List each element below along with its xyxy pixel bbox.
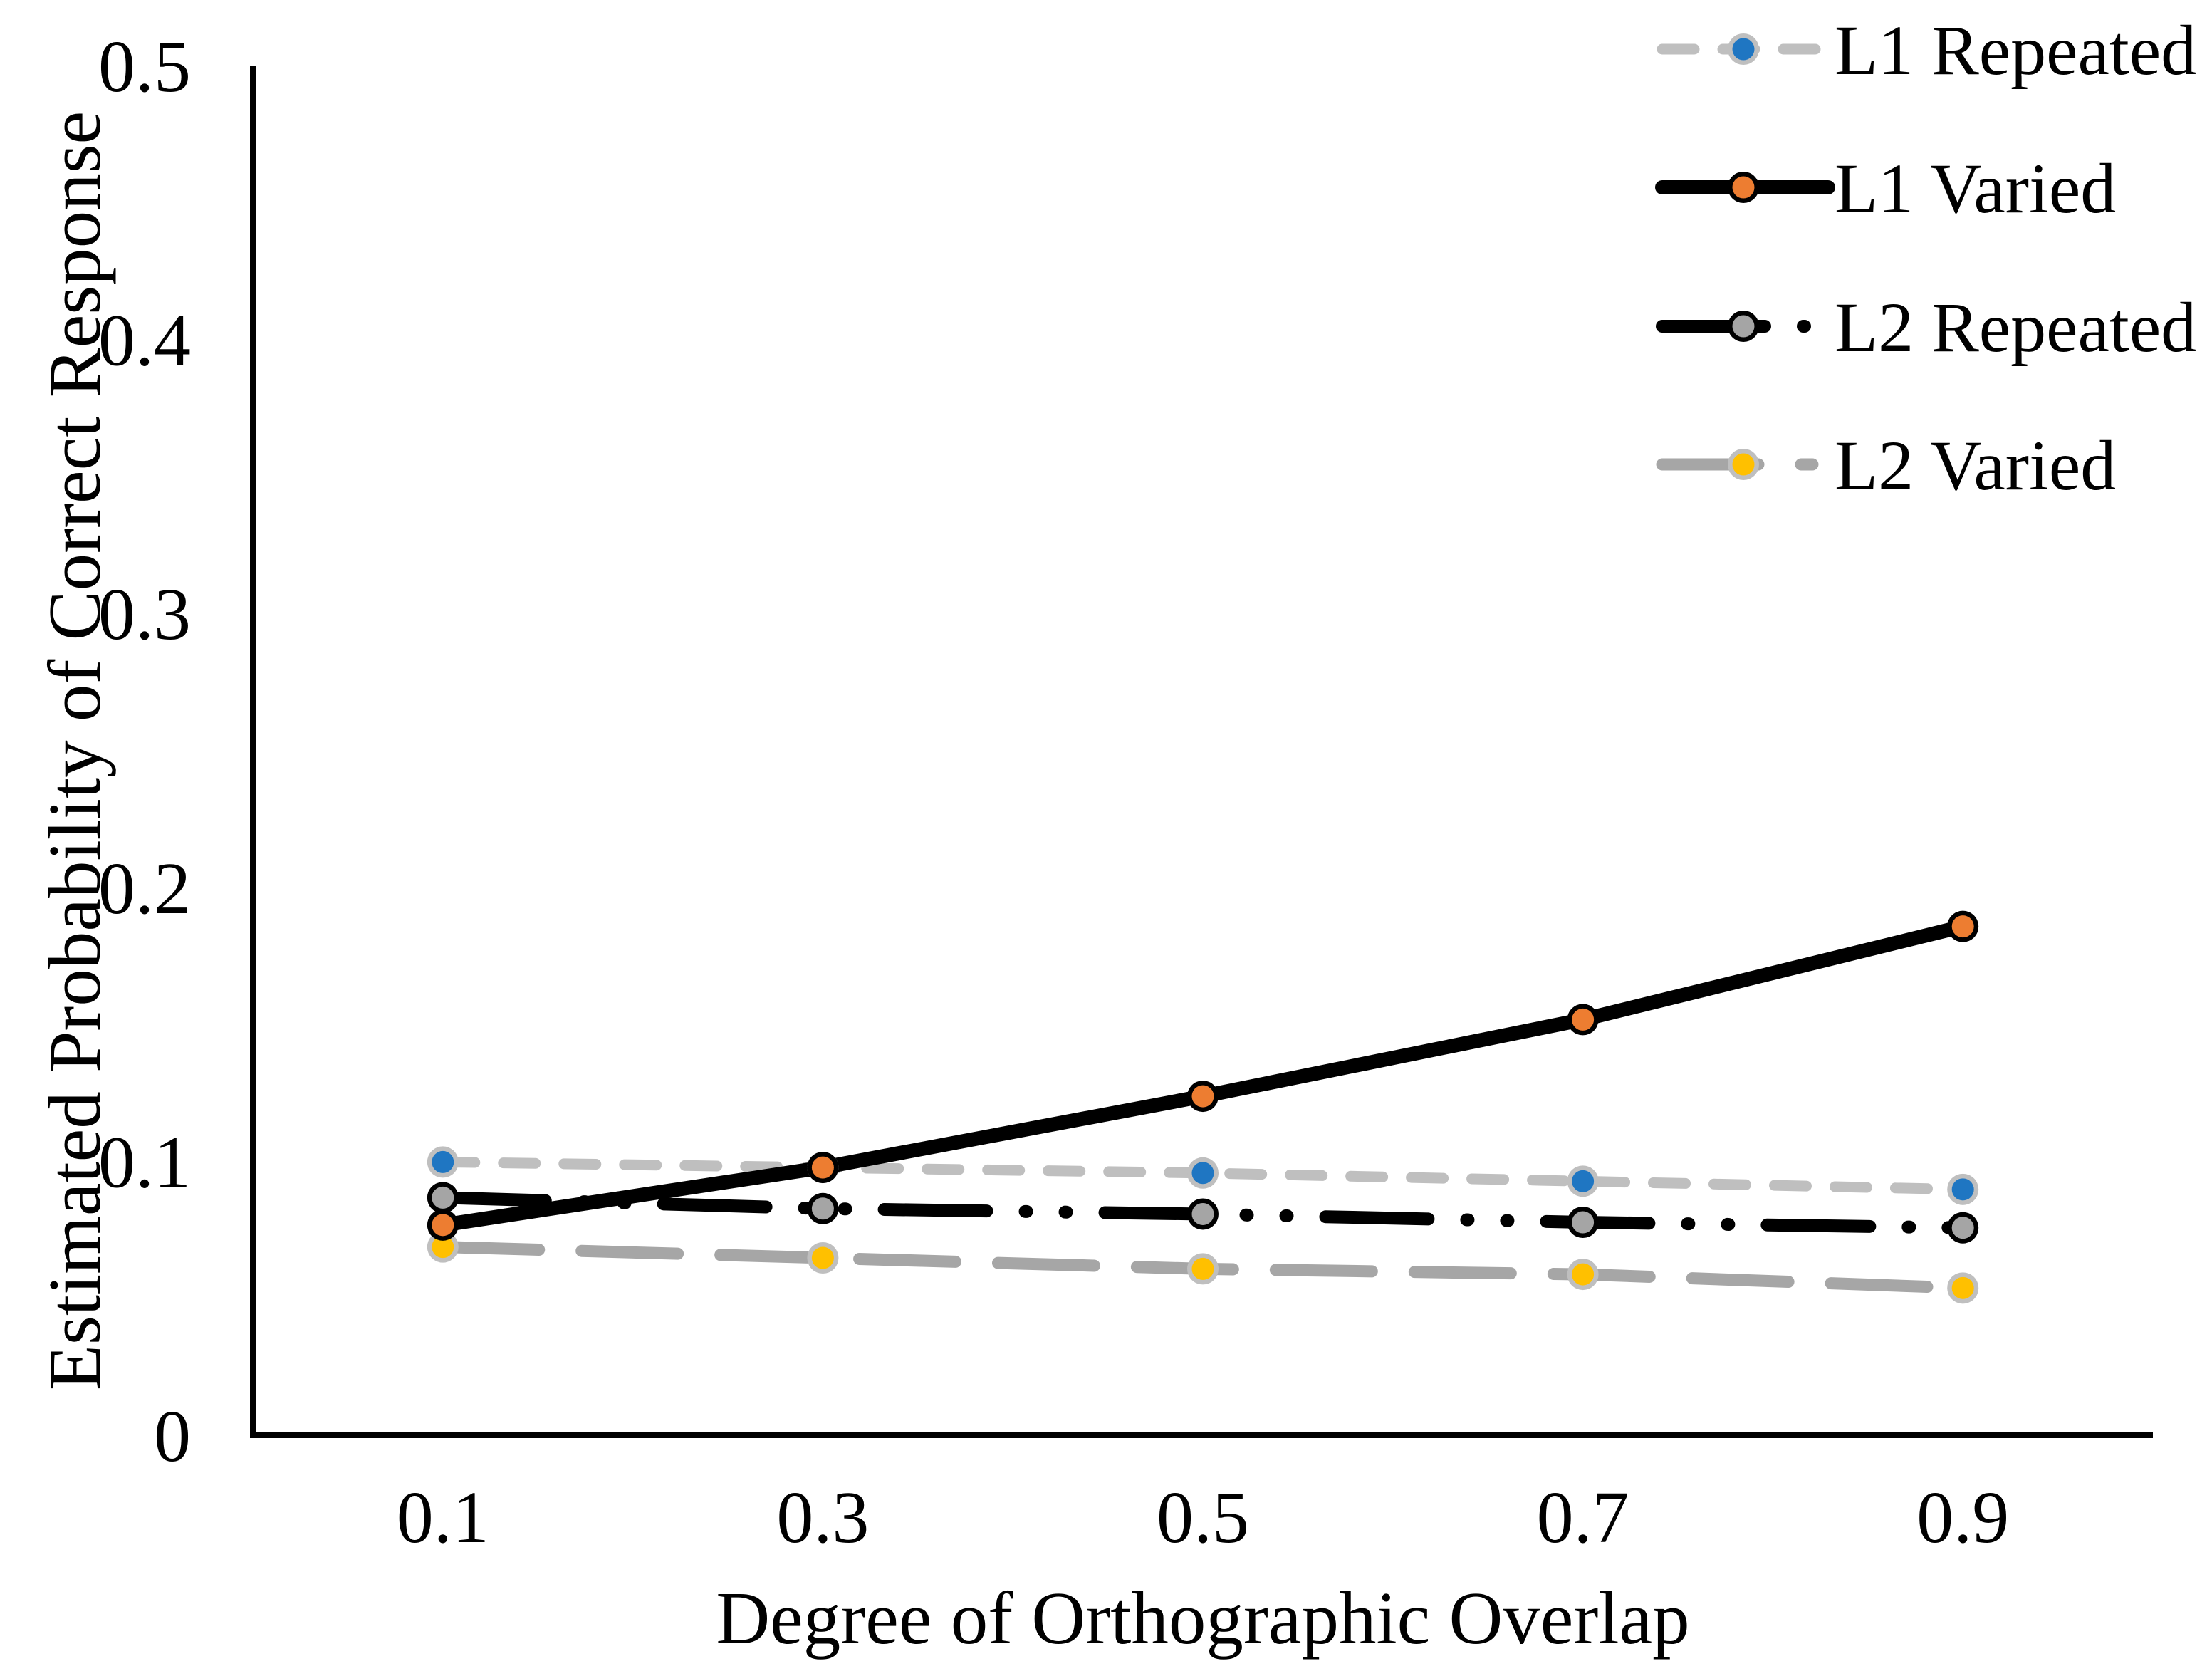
x-tick-label: 0.1 [397, 1477, 489, 1558]
legend-label: L2 Repeated [1835, 288, 2196, 367]
series-markers-l2-varied [427, 1231, 1979, 1304]
series-markers-l2-repeated [427, 1182, 1979, 1244]
y-tick-label: 0.4 [98, 300, 191, 382]
data-point-marker [1951, 915, 1974, 938]
data-point-marker [1572, 1008, 1595, 1031]
legend-item-l2-varied: L2 Varied [1656, 426, 2116, 505]
data-point-marker [1732, 38, 1755, 61]
y-tick-label: 0 [154, 1395, 191, 1477]
data-point-marker [1572, 1170, 1595, 1192]
data-point-marker [1732, 176, 1755, 199]
data-point-marker [1191, 1257, 1214, 1280]
data-point-marker [811, 1197, 834, 1220]
x-tick-label: 0.5 [1157, 1477, 1249, 1558]
legend-label: L1 Repeated [1835, 11, 2196, 90]
legend: L1 Repeated L1 Varied L2 Repeated L2 Varied [1655, 11, 2196, 505]
data-point-marker [1951, 1178, 1974, 1201]
data-point-marker [1951, 1276, 1974, 1299]
legend-label: L1 Varied [1835, 149, 2116, 228]
data-point-marker [811, 1156, 834, 1179]
legend-item-l1-repeated: L1 Repeated [1657, 11, 2196, 90]
data-point-marker [1951, 1217, 1974, 1239]
legend-item-l1-varied: L1 Varied [1655, 149, 2116, 228]
data-point-marker [811, 1246, 834, 1269]
data-point-marker [1191, 1202, 1214, 1225]
x-tick-label: 0.7 [1537, 1477, 1629, 1558]
data-point-marker [432, 1150, 454, 1173]
data-point-marker [432, 1214, 454, 1237]
data-point-marker [1572, 1263, 1595, 1286]
data-point-marker [1191, 1162, 1214, 1185]
x-tick-label: 0.3 [776, 1477, 869, 1558]
legend-label: L2 Varied [1835, 426, 2116, 505]
legend-item-l2-repeated: L2 Repeated [1656, 288, 2196, 367]
y-axis-tick-labels: 0 0.1 0.2 0.3 0.4 0.5 [98, 26, 191, 1477]
x-axis-tick-labels: 0.1 0.3 0.5 0.7 0.9 [397, 1477, 2009, 1558]
y-tick-label: 0.3 [98, 573, 191, 655]
y-tick-label: 0.1 [98, 1121, 191, 1203]
data-point-marker [1732, 315, 1755, 338]
data-point-marker [1572, 1211, 1595, 1234]
y-axis-title: Estimated Probability of Correct Respons… [33, 111, 116, 1390]
y-tick-label: 0.5 [98, 26, 191, 108]
x-axis-title: Degree of Orthographic Overlap [716, 1576, 1689, 1660]
x-tick-label: 0.9 [1916, 1477, 2009, 1558]
data-point-marker [432, 1236, 454, 1259]
data-point-marker [432, 1186, 454, 1209]
series-markers [427, 910, 1979, 1304]
data-point-marker [1191, 1085, 1214, 1108]
data-point-marker [1732, 453, 1755, 476]
series-markers-l1-varied [427, 910, 1979, 1241]
y-tick-label: 0.2 [98, 848, 191, 930]
